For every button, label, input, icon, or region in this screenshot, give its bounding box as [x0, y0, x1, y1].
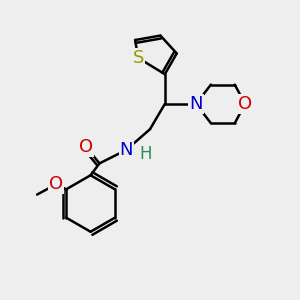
Text: O: O: [79, 138, 93, 156]
Text: N: N: [119, 141, 133, 159]
Text: H: H: [139, 145, 152, 163]
Text: N: N: [189, 95, 203, 113]
Text: S: S: [132, 49, 144, 67]
Text: O: O: [238, 95, 252, 113]
Text: O: O: [49, 175, 63, 193]
